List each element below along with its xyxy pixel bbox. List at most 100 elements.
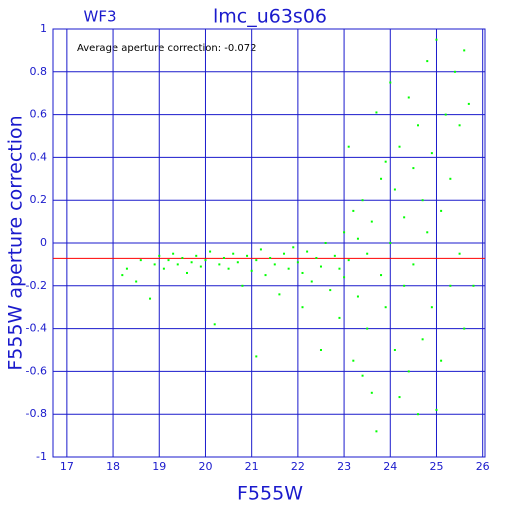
point	[278, 293, 281, 296]
point	[352, 359, 355, 362]
y-tick-label: -0.2	[26, 279, 47, 292]
point	[190, 261, 193, 264]
x-tick-label: 21	[245, 460, 259, 473]
point	[153, 263, 156, 266]
point	[463, 49, 466, 52]
y-tick-label: 0.4	[30, 150, 48, 163]
point	[343, 231, 346, 234]
point	[435, 38, 438, 41]
point	[162, 267, 165, 270]
point	[222, 256, 225, 259]
point	[421, 338, 424, 341]
point	[329, 289, 332, 292]
point	[384, 306, 387, 309]
point	[370, 391, 373, 394]
point	[430, 306, 433, 309]
x-tick-label: 22	[291, 460, 305, 473]
point	[158, 254, 161, 257]
subtitle: WF3	[83, 8, 116, 26]
point	[209, 250, 212, 253]
point	[356, 295, 359, 298]
y-tick-label: -1	[36, 450, 47, 463]
point	[338, 267, 341, 270]
point	[356, 237, 359, 240]
point	[458, 124, 461, 127]
annotation: Average aperture correction: -0.072	[77, 43, 257, 54]
point	[393, 188, 396, 191]
point	[199, 265, 202, 268]
point	[135, 280, 138, 283]
point	[384, 160, 387, 163]
y-tick-label: 0.2	[30, 193, 48, 206]
point	[467, 102, 470, 105]
point	[236, 261, 239, 264]
point	[361, 374, 364, 377]
point	[292, 246, 295, 249]
point	[375, 430, 378, 433]
x-tick-label: 26	[476, 460, 490, 473]
point	[430, 152, 433, 155]
point	[435, 408, 438, 411]
point	[218, 263, 221, 266]
x-tick-label: 18	[106, 460, 120, 473]
y-tick-label: -0.6	[26, 364, 47, 377]
point	[301, 271, 304, 274]
y-tick-label: -0.4	[26, 322, 47, 335]
x-tick-label: 17	[60, 460, 74, 473]
point	[398, 145, 401, 148]
point	[306, 250, 309, 253]
point	[296, 261, 299, 264]
point	[352, 209, 355, 212]
x-axis-label: F555W	[237, 483, 303, 505]
point	[449, 284, 452, 287]
y-axis-label: F555W aperture correction	[5, 115, 27, 370]
point	[121, 274, 124, 277]
point	[347, 145, 350, 148]
x-tick-label: 23	[337, 460, 351, 473]
point	[213, 323, 216, 326]
point	[361, 199, 364, 202]
point	[389, 81, 392, 84]
point	[440, 359, 443, 362]
point	[463, 327, 466, 330]
point	[366, 327, 369, 330]
point	[375, 111, 378, 114]
point	[250, 269, 253, 272]
point	[417, 413, 420, 416]
point	[333, 254, 336, 257]
point	[472, 284, 475, 287]
point	[403, 216, 406, 219]
point	[255, 355, 258, 358]
point	[407, 370, 410, 373]
point	[310, 280, 313, 283]
point	[412, 263, 415, 266]
point	[458, 252, 461, 255]
point	[167, 259, 170, 262]
point	[241, 284, 244, 287]
point	[380, 274, 383, 277]
point	[444, 113, 447, 116]
point	[319, 265, 322, 268]
point	[407, 96, 410, 99]
point	[417, 124, 420, 127]
point	[204, 259, 207, 262]
point	[324, 242, 327, 244]
point	[301, 306, 304, 309]
point	[412, 167, 415, 170]
point	[149, 297, 152, 300]
point	[232, 252, 235, 255]
point	[246, 254, 249, 257]
x-tick-label: 19	[152, 460, 166, 473]
x-tick-label: 24	[383, 460, 397, 473]
y-tick-label: 0.8	[30, 65, 48, 78]
point	[380, 177, 383, 180]
point	[440, 209, 443, 212]
y-tick-label: -0.8	[26, 407, 47, 420]
point	[181, 256, 184, 259]
point	[287, 267, 290, 270]
point	[393, 349, 396, 351]
point	[185, 271, 188, 274]
y-tick-label: 0	[40, 236, 47, 249]
point	[366, 252, 369, 255]
